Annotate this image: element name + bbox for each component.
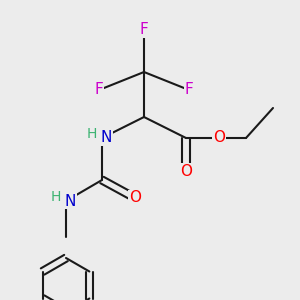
Text: F: F (184, 82, 194, 98)
Text: N: N (65, 194, 76, 208)
Text: N: N (101, 130, 112, 146)
Text: O: O (180, 164, 192, 178)
Text: H: H (86, 128, 97, 141)
Text: H: H (50, 190, 61, 204)
Text: O: O (213, 130, 225, 146)
Text: F: F (94, 82, 103, 98)
Text: O: O (129, 190, 141, 206)
Text: F: F (140, 22, 148, 38)
